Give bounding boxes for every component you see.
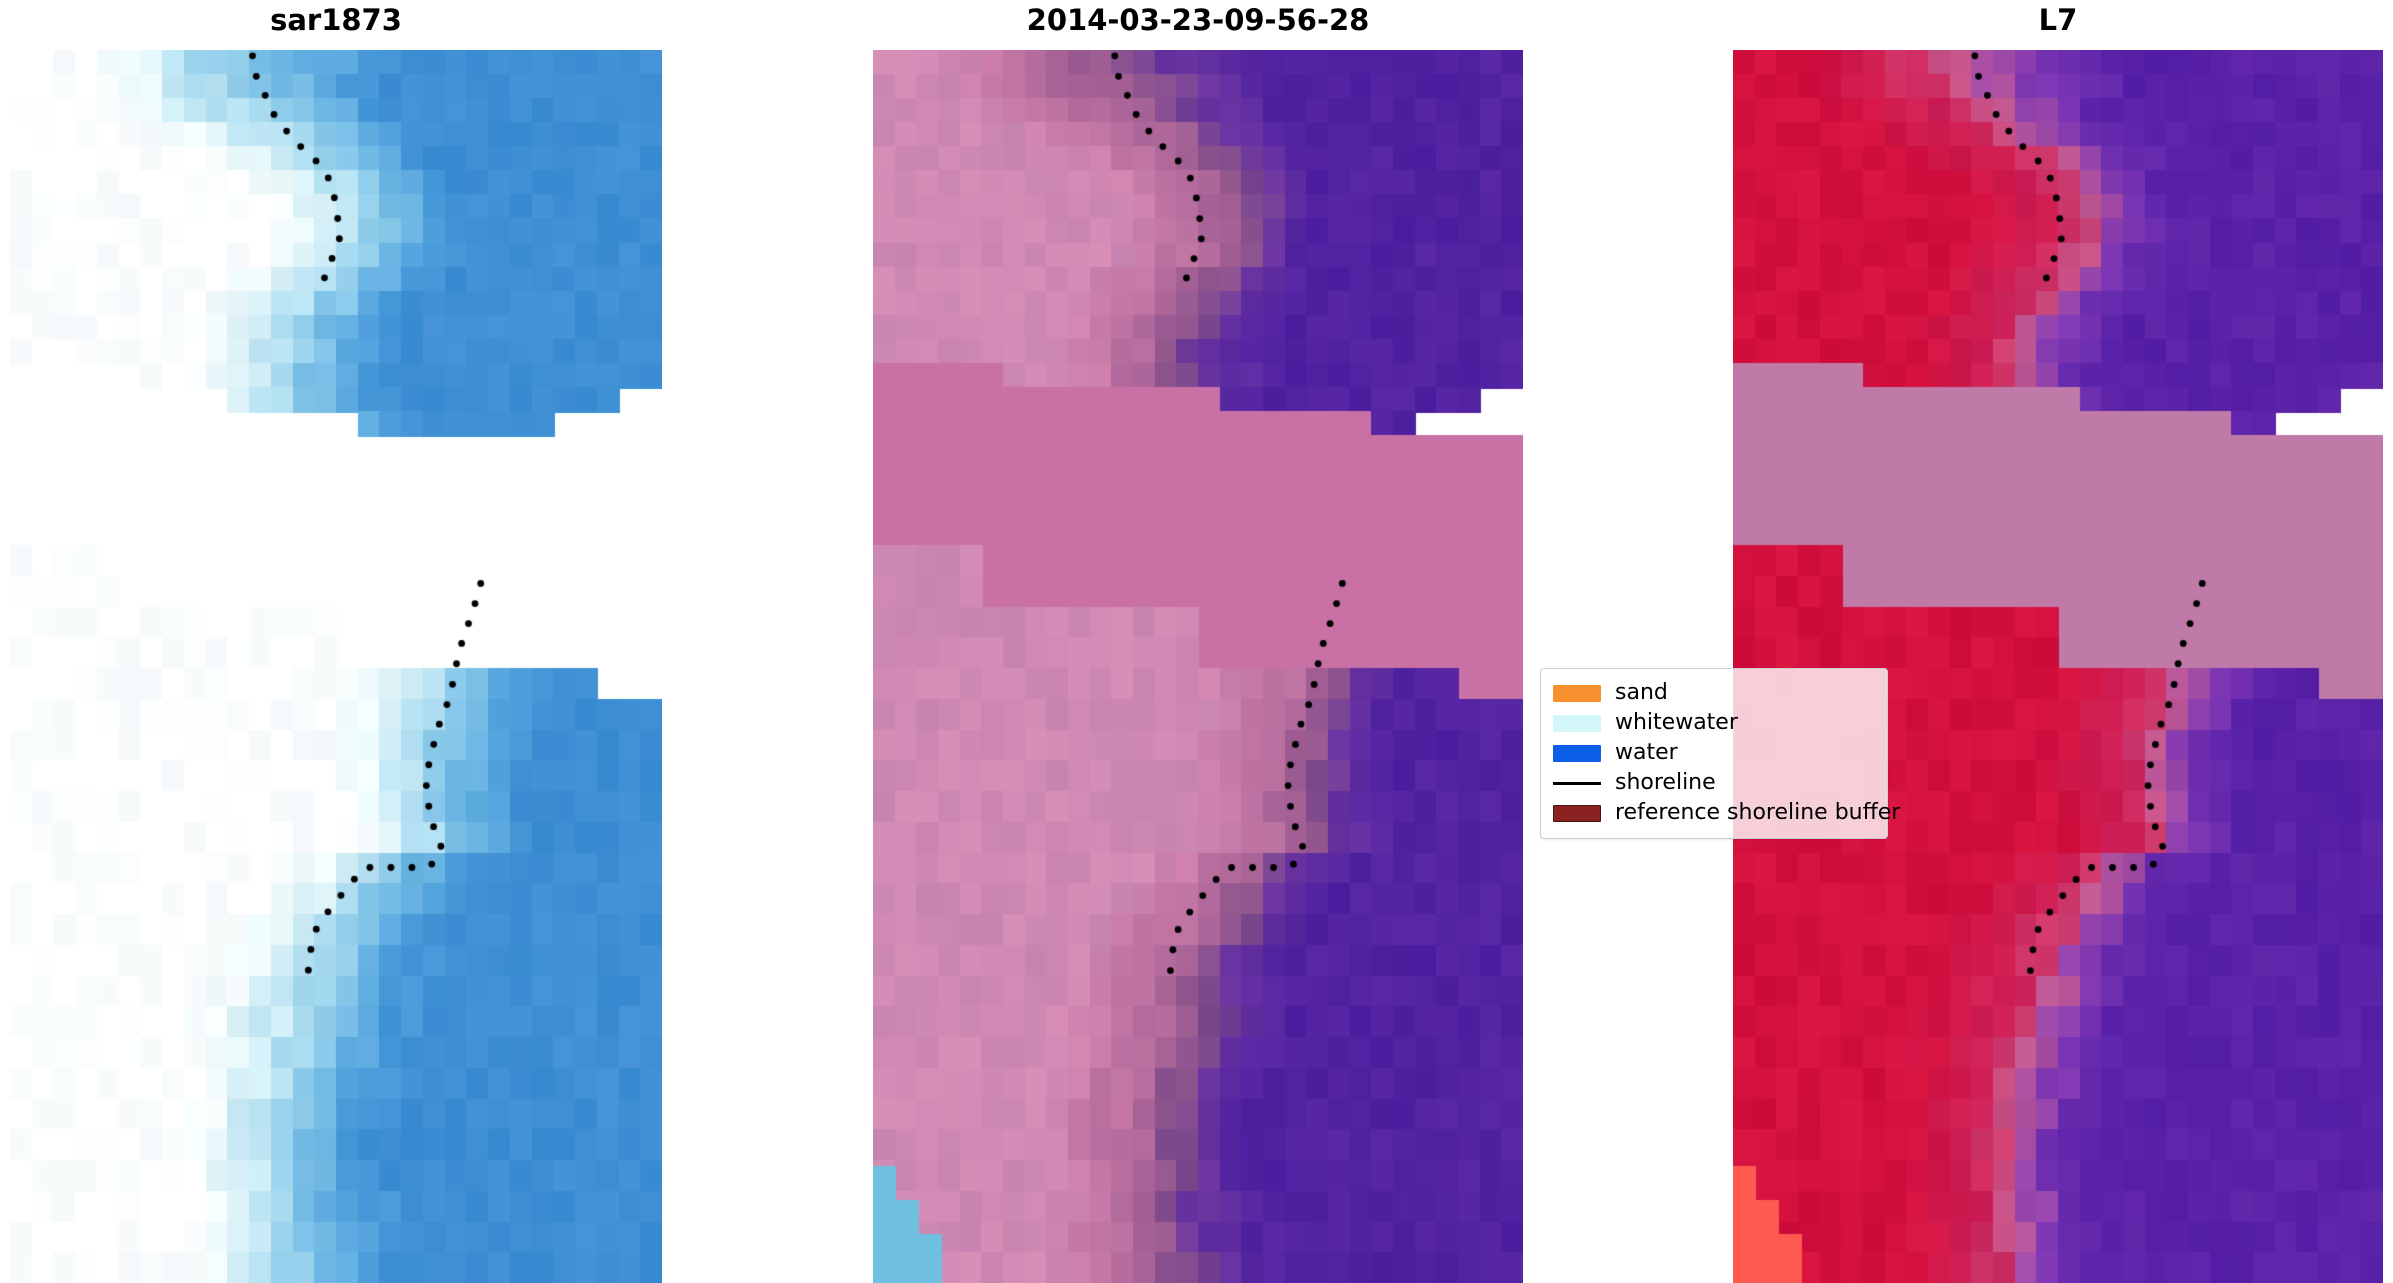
map-legend: sand whitewater water shoreline referenc… <box>1540 668 1900 839</box>
legend-item-buffer: reference shoreline buffer <box>1553 798 1900 828</box>
legend-label-sand: sand <box>1615 680 1668 705</box>
legend-label-shoreline: shoreline <box>1615 770 1716 795</box>
panel-title-1: 2014-03-23-09-56-28 <box>1026 3 1370 37</box>
legend-item-sand: sand <box>1553 678 1875 708</box>
panel-sar1873[interactable]: sar1873 <box>10 6 662 1283</box>
raster-image-l7[interactable] <box>1733 50 2383 1283</box>
panel-rgb-date[interactable]: 2014-03-23-09-56-28 <box>873 6 1523 1283</box>
panel-l7[interactable]: L7 <box>1733 6 2383 1283</box>
whitewater-swatch <box>1553 714 1601 732</box>
legend-label-whitewater: whitewater <box>1615 710 1738 735</box>
legend-label-buffer: reference shoreline buffer <box>1615 800 1901 825</box>
shoreline-line <box>1553 781 1601 785</box>
water-swatch <box>1553 744 1601 762</box>
legend-label-water: water <box>1615 740 1678 765</box>
buffer-swatch <box>1553 804 1601 822</box>
panel-title-0: sar1873 <box>270 3 402 37</box>
raster-image-date[interactable] <box>873 50 1523 1283</box>
legend-item-shoreline: shoreline <box>1553 768 1875 798</box>
legend-item-water: water <box>1553 738 1875 768</box>
sand-swatch <box>1553 684 1601 702</box>
raster-image-sar1873[interactable] <box>10 50 662 1283</box>
legend-item-whitewater: whitewater <box>1553 708 1875 738</box>
panel-title-2: L7 <box>2038 3 2078 37</box>
